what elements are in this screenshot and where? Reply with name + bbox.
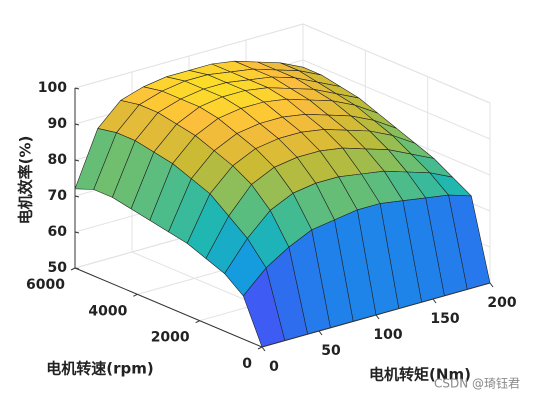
x-tick bbox=[318, 330, 323, 336]
x-tick bbox=[489, 282, 494, 288]
grid-line bbox=[302, 59, 491, 140]
z-tick bbox=[74, 195, 80, 198]
z-axis-label: 电机效率(%) bbox=[17, 136, 35, 225]
z-tick-label: 50 bbox=[48, 260, 68, 276]
watermark: CSDN @琦钰君 bbox=[434, 377, 520, 391]
x-tick-label: 0 bbox=[269, 359, 279, 375]
x-tick-label: 200 bbox=[487, 295, 516, 311]
y-tick-label: 4000 bbox=[88, 303, 127, 319]
z-tick bbox=[74, 159, 80, 162]
x-tick-label: 150 bbox=[430, 311, 459, 327]
y-tick-label: 2000 bbox=[151, 330, 190, 346]
z-tick-label: 100 bbox=[38, 80, 67, 96]
y-tick bbox=[133, 293, 138, 297]
grid-line bbox=[74, 23, 304, 89]
z-tick bbox=[74, 87, 80, 90]
x-tick-label: 50 bbox=[321, 343, 341, 359]
x-tick bbox=[375, 314, 380, 320]
y-axis-label: 电机转速(rpm) bbox=[46, 360, 153, 378]
surface bbox=[74, 60, 491, 348]
x-axis-label: 电机转矩(Nm) bbox=[369, 366, 471, 384]
y-tick bbox=[195, 320, 200, 324]
z-tick-label: 60 bbox=[48, 224, 68, 240]
y-tick-label: 6000 bbox=[26, 277, 65, 293]
x-tick bbox=[261, 346, 266, 352]
x-tick bbox=[432, 298, 437, 304]
x-tick-label: 100 bbox=[373, 327, 402, 343]
z-tick-label: 90 bbox=[48, 116, 68, 132]
y-tick bbox=[70, 267, 76, 271]
y-axis bbox=[74, 267, 263, 348]
z-tick-label: 80 bbox=[48, 152, 68, 168]
z-tick bbox=[74, 267, 80, 270]
y-tick-label: 0 bbox=[242, 356, 252, 372]
z-tick bbox=[74, 231, 80, 234]
y-tick bbox=[257, 346, 263, 350]
grid-line bbox=[302, 23, 491, 104]
z-tick bbox=[74, 123, 80, 126]
z-tick-label: 70 bbox=[48, 188, 68, 204]
